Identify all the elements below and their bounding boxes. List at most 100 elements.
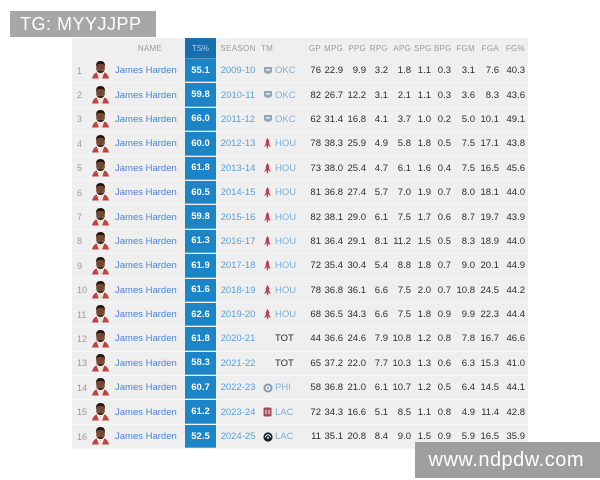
stat-fga: 11.4 bbox=[481, 406, 499, 418]
stat-apg: 6.1 bbox=[397, 162, 411, 174]
column-header-tm[interactable]: TM bbox=[261, 44, 274, 53]
player-name-link[interactable]: James Harden bbox=[115, 260, 177, 272]
table-row: 3 James Harden 66.0 2011-12 OKC 62 31.4 16.8 4.1… bbox=[72, 107, 528, 133]
player-name-link[interactable]: James Harden bbox=[115, 89, 177, 101]
column-header-gp[interactable]: GP bbox=[308, 44, 321, 53]
player-name-link[interactable]: James Harden bbox=[115, 65, 177, 77]
team-cell[interactable]: HOU bbox=[260, 211, 304, 223]
player-name-link[interactable]: James Harden bbox=[115, 113, 177, 125]
season-link[interactable]: 2022-23 bbox=[220, 382, 256, 394]
stat-spg: 1.1 bbox=[417, 65, 431, 77]
player-avatar bbox=[88, 254, 113, 277]
player-avatar bbox=[88, 157, 113, 180]
player-name-link[interactable]: James Harden bbox=[115, 309, 177, 321]
stat-fgp: 44.0 bbox=[506, 235, 526, 247]
stat-apg: 7.5 bbox=[397, 211, 411, 223]
season-link[interactable]: 2011-12 bbox=[220, 113, 256, 125]
player-name-link[interactable]: James Harden bbox=[115, 357, 177, 369]
stat-gp: 81 bbox=[310, 235, 321, 247]
row-number: 16 bbox=[77, 431, 88, 442]
column-header-rpg[interactable]: RPG bbox=[369, 44, 388, 53]
column-header-apg[interactable]: APG bbox=[393, 44, 411, 53]
column-header-fga[interactable]: FGA bbox=[481, 44, 499, 53]
team-cell[interactable]: LAC bbox=[260, 431, 304, 442]
team-abbr: HOU bbox=[275, 235, 297, 247]
team-abbr: HOU bbox=[275, 211, 297, 223]
row-number: 8 bbox=[77, 236, 83, 247]
season-link[interactable]: 2019-20 bbox=[220, 309, 256, 321]
player-name-link[interactable]: James Harden bbox=[115, 382, 177, 394]
stat-fgm: 9.0 bbox=[461, 260, 475, 272]
stat-fgm: 9.9 bbox=[461, 309, 475, 321]
team-cell[interactable]: PHI bbox=[260, 382, 304, 393]
player-avatar-icon bbox=[90, 133, 111, 156]
column-header-fgp[interactable]: FG% bbox=[505, 44, 525, 53]
column-header-name[interactable]: NAME bbox=[137, 44, 163, 53]
team-cell[interactable]: LAC bbox=[260, 407, 304, 418]
player-name-link[interactable]: James Harden bbox=[115, 187, 177, 199]
player-name-link[interactable]: James Harden bbox=[115, 211, 177, 223]
stat-apg: 7.5 bbox=[397, 284, 411, 296]
stat-spg: 1.2 bbox=[417, 333, 431, 345]
season-link[interactable]: 2020-21 bbox=[220, 333, 256, 345]
column-header-fgm[interactable]: FGM bbox=[456, 44, 475, 53]
team-cell[interactable]: TOT bbox=[260, 333, 304, 344]
stat-spg: 2.0 bbox=[417, 284, 431, 296]
player-avatar-icon bbox=[90, 84, 111, 107]
player-name-link[interactable]: James Harden bbox=[115, 333, 177, 345]
stat-fga: 18.1 bbox=[480, 187, 500, 199]
team-cell[interactable]: HOU bbox=[260, 187, 304, 198]
player-name-link[interactable]: James Harden bbox=[115, 284, 177, 296]
season-link[interactable]: 2016-17 bbox=[220, 235, 256, 247]
season-link[interactable]: 2023-24 bbox=[220, 406, 256, 418]
season-link[interactable]: 2013-14 bbox=[220, 162, 256, 174]
player-name-link[interactable]: James Harden bbox=[115, 138, 177, 150]
player-name-link[interactable]: James Harden bbox=[115, 406, 177, 418]
stat-fga: 10.1 bbox=[480, 113, 500, 125]
stat-rpg: 5.7 bbox=[374, 187, 388, 199]
ts-percent-value: 58.3 bbox=[185, 351, 216, 376]
table-body: 1 James Harden 55.1 2009-10 OKC 76 22.9 9.9 3.2 1… bbox=[72, 59, 528, 450]
column-header-season[interactable]: SEASON bbox=[220, 44, 256, 53]
player-name-link[interactable]: James Harden bbox=[115, 431, 177, 443]
player-name-link[interactable]: James Harden bbox=[115, 235, 177, 247]
row-number: 7 bbox=[77, 212, 83, 223]
season-link[interactable]: 2010-11 bbox=[220, 89, 256, 101]
player-name-link[interactable]: James Harden bbox=[115, 162, 177, 174]
team-cell[interactable]: HOU bbox=[260, 235, 304, 247]
season-link[interactable]: 2024-25 bbox=[220, 431, 256, 443]
season-link[interactable]: 2015-16 bbox=[220, 211, 256, 223]
stat-apg: 3.7 bbox=[397, 113, 411, 125]
team-abbr: OKC bbox=[275, 65, 296, 77]
season-link[interactable]: 2021-22 bbox=[220, 357, 256, 369]
season-link[interactable]: 2009-10 bbox=[220, 65, 256, 77]
table-row: 10 James Harden 61.6 2018-19 HOU 78 36.8 36.1 6.… bbox=[72, 278, 528, 303]
team-cell[interactable]: HOU bbox=[260, 260, 304, 271]
team-cell[interactable]: HOU bbox=[260, 162, 304, 174]
stat-fga: 24.5 bbox=[480, 284, 500, 296]
column-header-ts[interactable]: TS% bbox=[185, 38, 216, 59]
stat-rpg: 6.1 bbox=[374, 211, 388, 223]
season-link[interactable]: 2012-13 bbox=[220, 138, 256, 150]
table-row: 13 James Harden 58.3 2021-22 TOT 65 37.2 22.0 7.… bbox=[72, 351, 528, 377]
row-number: 15 bbox=[77, 407, 88, 418]
team-cell[interactable]: HOU bbox=[260, 309, 304, 320]
team-cell[interactable]: OKC bbox=[260, 65, 304, 76]
team-cell[interactable]: HOU bbox=[260, 138, 304, 149]
stat-ppg: 36.1 bbox=[347, 284, 367, 296]
team-cell[interactable]: HOU bbox=[260, 284, 304, 296]
season-link[interactable]: 2017-18 bbox=[220, 260, 256, 272]
column-header-ppg[interactable]: PPG bbox=[348, 44, 366, 53]
season-link[interactable]: 2018-19 bbox=[220, 284, 256, 296]
column-header-spg[interactable]: SPG bbox=[414, 44, 432, 53]
stat-rpg: 3.2 bbox=[374, 65, 388, 77]
column-header-bpg[interactable]: BPG bbox=[434, 44, 452, 53]
season-link[interactable]: 2014-15 bbox=[220, 187, 256, 199]
team-cell[interactable]: TOT bbox=[260, 358, 304, 369]
stat-ppg: 25.4 bbox=[347, 162, 367, 174]
stat-apg: 10.7 bbox=[392, 382, 412, 394]
player-avatar-icon bbox=[90, 255, 111, 278]
team-cell[interactable]: OKC bbox=[260, 90, 304, 101]
team-cell[interactable]: OKC bbox=[260, 114, 304, 125]
column-header-mpg[interactable]: MPG bbox=[324, 44, 344, 53]
